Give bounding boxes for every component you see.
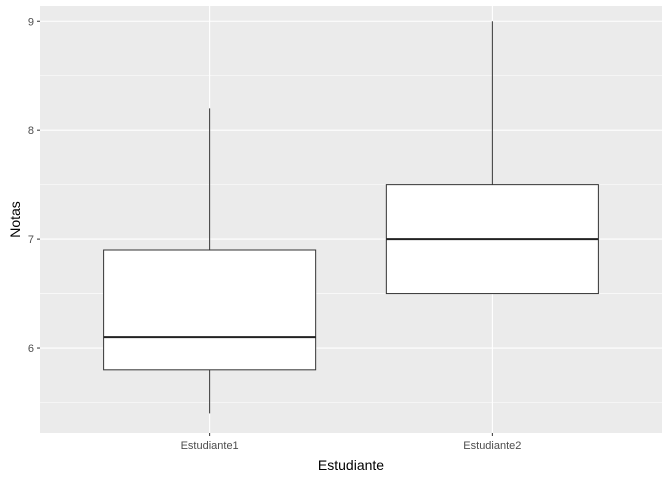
- y-axis: 6 7 8 9: [28, 16, 40, 355]
- y-tick-label: 9: [28, 16, 34, 28]
- box-estudiante1: [103, 108, 317, 414]
- y-tick-label: 7: [28, 234, 34, 246]
- y-tick-label: 8: [28, 125, 34, 137]
- boxes: [103, 21, 599, 414]
- x-axis: Estudiante1 Estudiante2: [181, 433, 521, 452]
- x-tick-label: Estudiante2: [463, 440, 521, 452]
- x-axis-title: Estudiante: [318, 457, 384, 473]
- box-estudiante2: [385, 21, 599, 295]
- x-tick-label: Estudiante1: [181, 440, 239, 452]
- y-tick-label: 6: [28, 343, 34, 355]
- box-iqr: [103, 249, 317, 371]
- y-axis-title: Notas: [7, 201, 23, 238]
